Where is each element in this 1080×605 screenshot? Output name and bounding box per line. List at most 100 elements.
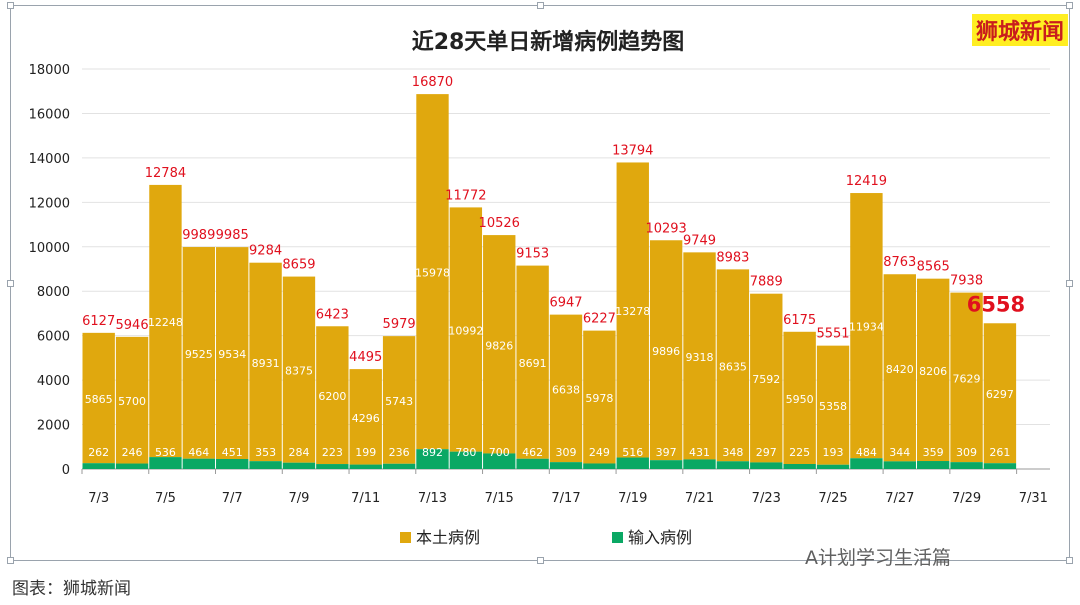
legend-label-local: 本土病例 <box>416 528 480 547</box>
data-label-total: 8763 <box>883 255 916 270</box>
data-label-local: 13278 <box>615 305 650 318</box>
data-label-import: 397 <box>656 446 677 459</box>
data-label-local: 11934 <box>849 321 884 334</box>
data-label-local: 5950 <box>786 393 814 406</box>
data-label-local: 7592 <box>752 373 780 386</box>
bar-local <box>416 94 449 450</box>
bar-local <box>382 336 416 464</box>
bar-local <box>349 369 382 465</box>
data-label-total: 5551 <box>816 327 849 342</box>
bar-import <box>983 463 1017 469</box>
y-tick-label: 8000 <box>37 285 70 300</box>
data-label-import: 536 <box>155 446 176 459</box>
data-label-local: 5743 <box>385 395 413 408</box>
data-label-total: 9985 <box>216 228 249 243</box>
y-tick-label: 6000 <box>37 330 70 345</box>
resize-handle[interactable] <box>1066 2 1073 9</box>
resize-handle[interactable] <box>7 2 14 9</box>
data-label-import: 223 <box>322 446 343 459</box>
data-label-total: 9989 <box>182 228 215 243</box>
data-label-local: 5700 <box>118 395 146 408</box>
bar-import <box>149 457 182 469</box>
data-label-import: 484 <box>856 446 877 459</box>
brand-badge: 狮城新闻 <box>971 14 1068 46</box>
data-label-total: 9749 <box>683 233 716 248</box>
bar-import <box>916 461 950 469</box>
bar-local <box>983 323 1017 464</box>
bar-import <box>649 460 683 469</box>
data-label-total: 10526 <box>479 216 520 231</box>
data-label-total: 6227 <box>583 312 616 327</box>
bar-local <box>816 345 850 465</box>
data-label-local: 9318 <box>686 351 714 364</box>
x-tick-label: 7/11 <box>351 491 380 506</box>
data-label-total: 12784 <box>145 166 186 181</box>
data-label-import: 780 <box>455 446 476 459</box>
data-label-local: 6638 <box>552 383 580 396</box>
y-tick-label: 2000 <box>37 419 70 434</box>
resize-handle[interactable] <box>1066 280 1073 287</box>
bar-local <box>850 193 883 459</box>
bar-local <box>449 207 483 452</box>
data-label-import: 464 <box>188 446 209 459</box>
bar-import <box>616 457 649 469</box>
bar-local <box>883 274 916 462</box>
bar-import <box>382 463 416 469</box>
bar-local <box>149 184 182 458</box>
resize-handle[interactable] <box>537 557 544 564</box>
data-label-total: 7889 <box>750 275 783 290</box>
bar-local <box>616 162 649 458</box>
legend-swatch-local <box>400 532 411 543</box>
y-tick-label: 0 <box>62 463 70 478</box>
bar-import <box>216 458 249 469</box>
data-label-total: 6175 <box>783 313 816 328</box>
x-tick-label: 7/15 <box>485 491 514 506</box>
data-label-import: 359 <box>923 446 944 459</box>
data-label-local: 5978 <box>585 392 613 405</box>
bar-local <box>583 330 616 464</box>
bar-local <box>950 292 983 463</box>
bar-local <box>916 278 950 462</box>
bar-local <box>549 314 583 463</box>
legend-swatch-import <box>612 532 623 543</box>
data-label-local: 6297 <box>986 388 1014 401</box>
bar-local <box>249 262 282 462</box>
bar-import <box>516 458 549 469</box>
bar-import <box>750 462 783 469</box>
bar-local <box>182 247 216 459</box>
bar-local <box>516 265 549 459</box>
resize-handle[interactable] <box>537 2 544 9</box>
data-label-total: 6127 <box>82 314 115 329</box>
data-label-total: 12419 <box>846 174 887 189</box>
data-label-local: 5865 <box>85 393 113 406</box>
data-label-import: 246 <box>122 446 143 459</box>
bar-local <box>683 252 716 460</box>
x-tick-label: 7/5 <box>155 491 176 506</box>
legend-label-import: 输入病例 <box>628 528 692 547</box>
data-label-total: 6423 <box>316 307 349 322</box>
x-tick-label: 7/3 <box>88 491 109 506</box>
data-label-local: 9534 <box>218 348 246 361</box>
data-label-total-highlight: 6558 <box>967 292 1025 316</box>
data-label-import: 309 <box>556 446 577 459</box>
data-label-local: 8635 <box>719 360 747 373</box>
data-label-total: 8659 <box>282 258 315 273</box>
resize-handle[interactable] <box>7 557 14 564</box>
data-label-local: 12248 <box>148 316 183 329</box>
bar-local <box>783 331 816 464</box>
y-tick-label: 4000 <box>37 374 70 389</box>
resize-handle[interactable] <box>1066 557 1073 564</box>
data-label-import: 700 <box>489 446 510 459</box>
bar-import <box>483 453 516 469</box>
bar-local <box>483 235 516 454</box>
bar-local <box>716 269 750 462</box>
bar-import <box>115 463 149 469</box>
y-tick-label: 18000 <box>29 63 70 78</box>
data-label-import: 348 <box>722 446 743 459</box>
bar-import <box>182 458 216 469</box>
x-tick-label: 7/31 <box>1019 491 1048 506</box>
resize-handle[interactable] <box>7 280 14 287</box>
bar-local <box>82 332 115 464</box>
bar-import <box>349 464 382 469</box>
data-label-import: 297 <box>756 446 777 459</box>
